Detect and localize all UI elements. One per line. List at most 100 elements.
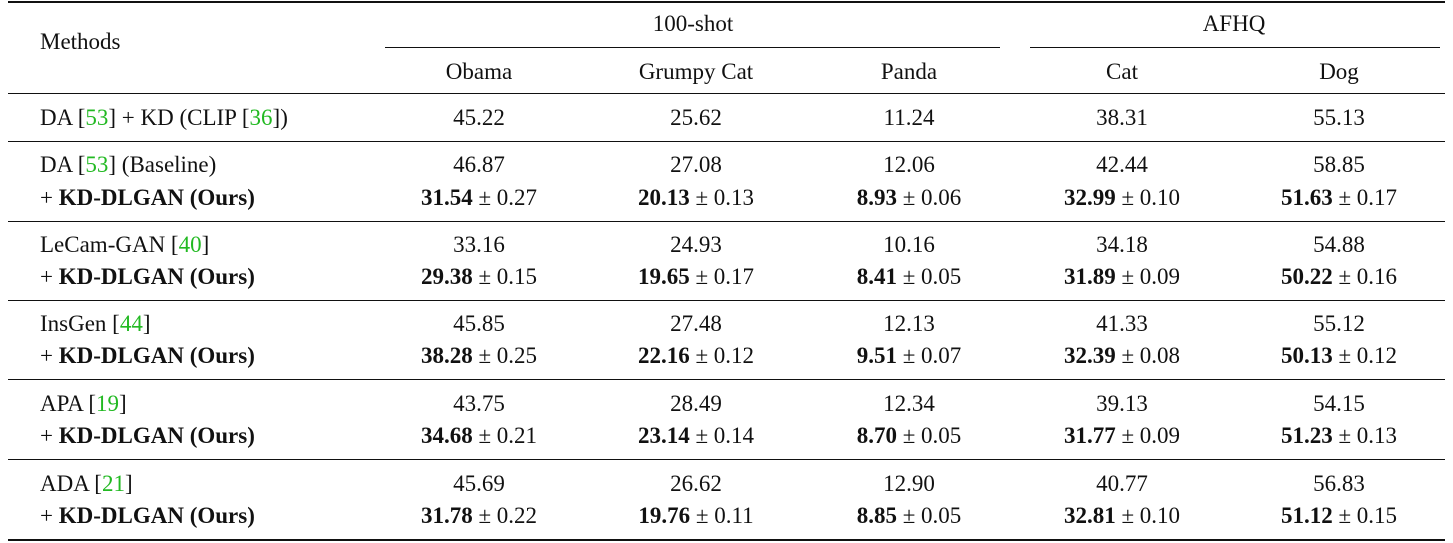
ours-value: 32.39 ± 0.08	[1064, 342, 1180, 370]
ours-std: ± 0.13	[695, 185, 755, 210]
ours-mean: 51.63	[1280, 185, 1333, 210]
citation-link[interactable]: 53	[85, 105, 109, 130]
ours-mean: 20.13	[637, 185, 690, 210]
ours-method-label: KD-DLGAN (Ours)	[58, 185, 255, 210]
ours-std: ± 0.05	[902, 503, 962, 528]
ours-mean: 8.70	[856, 423, 897, 448]
ours-value: 38.28 ± 0.25	[421, 342, 537, 370]
baseline-value: 46.87	[453, 152, 505, 177]
ours-method-label: KD-DLGAN (Ours)	[58, 503, 255, 528]
ours-mean: 50.13	[1280, 343, 1333, 368]
ours-std: ± 0.09	[1121, 423, 1181, 448]
ours-method-prefix: +	[40, 423, 59, 448]
ours-std: ± 0.11	[695, 503, 754, 528]
ours-value: 31.54 ± 0.27	[421, 184, 537, 212]
column-header-dog: Dog	[1319, 59, 1359, 84]
ours-mean: 51.12	[1280, 503, 1333, 528]
group-rule-afhq	[1030, 47, 1440, 49]
ours-std: ± 0.12	[695, 343, 755, 368]
ours-mean: 51.23	[1280, 423, 1333, 448]
kd-row-method-post: ])	[272, 105, 288, 130]
row-rule-1	[8, 141, 1445, 143]
ours-method: + KD-DLGAN (Ours)	[40, 184, 255, 212]
ours-value: 50.22 ± 0.16	[1281, 263, 1397, 291]
column-header-obama: Obama	[445, 59, 513, 84]
ours-mean: 34.68	[420, 423, 473, 448]
ours-value: 31.77 ± 0.09	[1064, 422, 1180, 450]
ours-std: ± 0.16	[1338, 264, 1398, 289]
citation-link[interactable]: 19	[96, 391, 120, 416]
ours-mean: 19.76	[638, 503, 691, 528]
ours-method-prefix: +	[40, 185, 59, 210]
citation-link[interactable]: 36	[249, 105, 273, 130]
citation-link[interactable]: 21	[101, 471, 125, 496]
baseline-value: 27.08	[670, 152, 722, 177]
citation-link[interactable]: 40	[178, 232, 202, 257]
ours-mean: 9.51	[856, 343, 897, 368]
citation-link[interactable]: 53	[85, 152, 109, 177]
ours-value: 8.41 ± 0.05	[857, 263, 962, 291]
ours-std: ± 0.10	[1121, 503, 1181, 528]
ours-value: 32.81 ± 0.10	[1064, 502, 1180, 530]
ours-std: ± 0.08	[1121, 343, 1181, 368]
results-table: Methods 100-shot AFHQ Obama Grumpy Cat P…	[8, 0, 1445, 543]
ours-value: 19.76 ± 0.11	[638, 502, 753, 530]
baseline-method-pre: LeCam-GAN [	[40, 232, 179, 257]
ours-std: ± 0.09	[1121, 264, 1181, 289]
group-header-100shot: 100-shot	[652, 11, 734, 36]
baseline-value: 54.15	[1313, 391, 1365, 416]
baseline-method-post: ]	[119, 391, 127, 416]
ours-method: + KD-DLGAN (Ours)	[40, 263, 255, 291]
kd-row-value-dog: 55.13	[1313, 105, 1365, 130]
ours-value: 29.38 ± 0.15	[421, 263, 537, 291]
ours-method-label: KD-DLGAN (Ours)	[58, 423, 255, 448]
baseline-method-pre: DA [	[40, 152, 86, 177]
ours-std: ± 0.17	[695, 264, 755, 289]
ours-mean: 38.28	[420, 343, 473, 368]
ours-mean: 29.38	[420, 264, 473, 289]
ours-value: 20.13 ± 0.13	[638, 184, 754, 212]
ours-value: 31.89 ± 0.09	[1064, 263, 1180, 291]
baseline-value: 41.33	[1096, 311, 1148, 336]
ours-mean: 32.81	[1063, 503, 1116, 528]
baseline-value: 10.16	[883, 232, 935, 257]
ours-value: 51.12 ± 0.15	[1281, 502, 1397, 530]
baseline-value: 45.69	[453, 471, 505, 496]
baseline-method-post: ]	[142, 311, 151, 336]
group-rule-100shot	[385, 47, 1000, 49]
ours-value: 34.68 ± 0.21	[421, 422, 537, 450]
ours-std: ± 0.13	[1338, 423, 1398, 448]
baseline-method: APA [19]	[40, 390, 127, 418]
baseline-method-pre: APA [	[40, 391, 97, 416]
baseline-value: 56.83	[1313, 471, 1365, 496]
column-header-panda: Panda	[880, 59, 938, 84]
ours-std: ± 0.21	[478, 423, 538, 448]
header-rule	[8, 93, 1445, 95]
ours-method: + KD-DLGAN (Ours)	[40, 422, 255, 450]
baseline-method-post: ] (Baseline)	[108, 152, 217, 177]
baseline-method: ADA [21]	[40, 470, 133, 498]
ours-value: 19.65 ± 0.17	[638, 263, 754, 291]
ours-mean: 8.85	[856, 503, 897, 528]
ours-std: ± 0.14	[695, 423, 755, 448]
ours-method-label: KD-DLGAN (Ours)	[58, 264, 255, 289]
ours-std: ± 0.15	[478, 264, 538, 289]
baseline-value: 27.48	[670, 311, 722, 336]
baseline-value: 55.12	[1313, 311, 1365, 336]
ours-std: ± 0.05	[902, 264, 962, 289]
citation-link[interactable]: 44	[119, 311, 143, 336]
top-rule	[8, 1, 1445, 3]
ours-mean: 31.77	[1063, 423, 1116, 448]
baseline-method: LeCam-GAN [40]	[40, 231, 209, 259]
group-header-afhq: AFHQ	[1202, 11, 1266, 36]
ours-value: 50.13 ± 0.12	[1281, 342, 1397, 370]
baseline-value: 12.90	[883, 471, 935, 496]
baseline-value: 24.93	[670, 232, 722, 257]
row-rule-5	[8, 459, 1445, 461]
kd-row-method-mid: ] + KD (CLIP [	[108, 105, 250, 130]
ours-mean: 31.54	[420, 185, 473, 210]
kd-row-method-pre: DA [	[40, 105, 86, 130]
ours-mean: 19.65	[637, 264, 690, 289]
ours-std: ± 0.17	[1338, 185, 1398, 210]
kd-row-value-panda: 11.24	[883, 105, 935, 130]
